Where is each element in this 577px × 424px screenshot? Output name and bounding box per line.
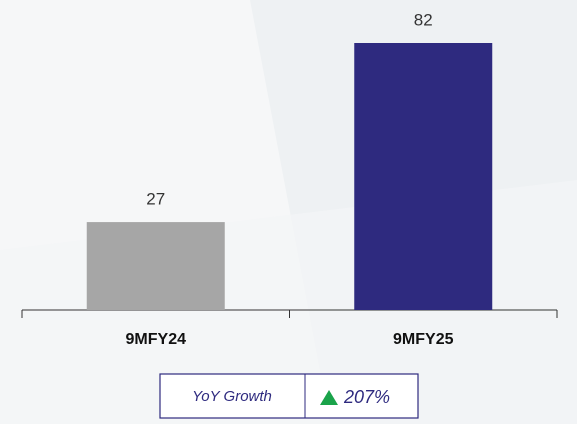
up-arrow bbox=[320, 390, 338, 405]
value-label: 82 bbox=[414, 10, 433, 29]
growth-label: YoY Growth bbox=[192, 388, 272, 405]
growth-value: 207% bbox=[343, 387, 390, 407]
x-tick-label: 9MFY24 bbox=[126, 331, 187, 348]
plot: 27 9MFY24 82 9MFY25 bbox=[21, 10, 558, 348]
value-label: 27 bbox=[146, 190, 165, 209]
x-tick-label: 9MFY25 bbox=[393, 331, 454, 348]
growth-box bbox=[159, 373, 419, 419]
bar bbox=[86, 222, 225, 310]
bar bbox=[354, 43, 493, 310]
